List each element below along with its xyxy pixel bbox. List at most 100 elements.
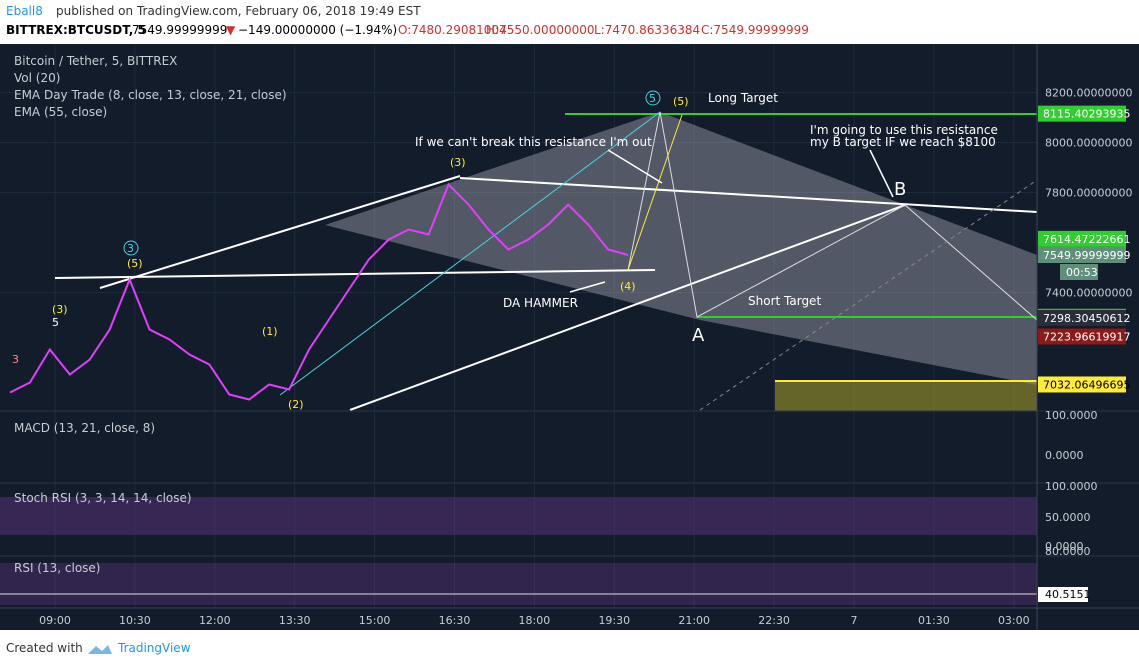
annotation: Long Target [708, 91, 778, 105]
price-label: 7223.96619917 [1043, 331, 1130, 344]
pane-tick: 100.0000 [1045, 480, 1098, 493]
stoch-band [0, 497, 1037, 535]
symbol: BITTREX:BTCUSDT, 5 [6, 23, 146, 37]
published: published on TradingView.com, February 0… [56, 4, 421, 18]
pane-title: Stoch RSI (3, 3, 14, 14, close) [14, 491, 192, 505]
x-tick-label: 19:30 [598, 614, 630, 627]
wave: (5) [127, 257, 143, 270]
rsi-band [0, 563, 1037, 605]
pane-tick: 100.0000 [1045, 409, 1098, 422]
pane-title: RSI (13, close) [14, 561, 100, 575]
x-tick-label: 03:00 [998, 614, 1030, 627]
legend-item: EMA Day Trade (8, close, 13, close, 21, … [14, 88, 287, 102]
footer-brand[interactable]: TradingView [117, 641, 191, 655]
price-label-bg [1038, 309, 1126, 326]
footer-text: Created with [6, 641, 83, 655]
price-label: 7298.30450612 [1043, 312, 1130, 325]
wave: (4) [620, 280, 636, 293]
wave: 3 [127, 242, 134, 255]
open: O:7480.29081004 [398, 23, 507, 37]
annotation: Short Target [748, 294, 821, 308]
x-tick-label: 09:00 [39, 614, 71, 627]
pane-tick: 0.0000 [1045, 449, 1084, 462]
annotation: If we can't break this resistance I'm ou… [415, 135, 652, 149]
x-tick-label: 15:00 [359, 614, 391, 627]
pane-title: MACD (13, 21, close, 8) [14, 421, 155, 435]
x-tick-label: 21:00 [678, 614, 710, 627]
countdown: 00:53 [1066, 266, 1098, 279]
y-tick-label: 7400.00000000 [1045, 287, 1132, 300]
annotation: DA HAMMER [503, 296, 578, 310]
last: 7549.99999999 [132, 23, 227, 37]
legend: Bitcoin / Tether, 5, BITTREX Vol (20) EM… [14, 54, 287, 119]
x-tick-label: 22:30 [758, 614, 790, 627]
rising [349, 204, 906, 411]
arrow [569, 281, 606, 293]
arrow [607, 149, 663, 184]
annotation: my B target IF we reach $8100 [810, 135, 996, 149]
footer-bg [0, 630, 1139, 665]
trend-up [99, 175, 461, 289]
price-label: 7614.47222661 [1043, 233, 1130, 246]
price-label-bg [1038, 247, 1126, 263]
wave: 3 [12, 353, 19, 366]
high: H:7550.00000000 [486, 23, 595, 37]
x-tick-label: 12:00 [199, 614, 231, 627]
x-tick-label: 01:30 [918, 614, 950, 627]
arrow [869, 149, 894, 198]
x-tick-label: 10:30 [119, 614, 151, 627]
label-a: A [692, 325, 705, 346]
wave: 5 [52, 316, 59, 329]
y-tick-label: 8200.00000000 [1045, 87, 1132, 100]
wave-projection [627, 114, 683, 271]
x-tick-label: 16:30 [439, 614, 471, 627]
change: −149.00000000 (−1.94%) [238, 23, 397, 37]
pane-tick: 40.5151 [1045, 588, 1091, 601]
wave: (1) [262, 325, 278, 338]
pane-tick: 0.0000 [1045, 540, 1084, 553]
chart-bg [0, 44, 1139, 630]
x-tick-label: 7 [851, 614, 858, 627]
wave: (2) [288, 398, 304, 411]
resistance [459, 177, 1038, 213]
price-line [9, 182, 629, 401]
annotation: I'm going to use this resistance [810, 123, 998, 137]
close: C:7549.99999999 [701, 23, 809, 37]
wave-circle [645, 90, 661, 106]
path-projection [627, 111, 1038, 321]
logo [88, 645, 112, 654]
x-tick-label: 13:30 [279, 614, 311, 627]
price-label: 7032.06496695 [1043, 378, 1130, 391]
legend-item: Vol (20) [14, 71, 60, 85]
y-tick-label: 8000.00000000 [1045, 137, 1132, 150]
author[interactable]: Eball8 [6, 4, 43, 18]
x-tick-label: 18:00 [519, 614, 551, 627]
label-b: B [894, 179, 906, 200]
wave: (5) [673, 95, 689, 108]
countdown-bg [1060, 264, 1098, 280]
price-label-bg [1038, 328, 1126, 345]
price-label-bg [1038, 376, 1126, 393]
down-arrow: ▼ [226, 23, 236, 37]
y-tick-label: 7800.00000000 [1045, 187, 1132, 200]
price-label: 8115.40293935 [1043, 108, 1130, 121]
cyan-line [279, 111, 661, 396]
price-label-bg [1038, 105, 1126, 122]
wave: 5 [649, 92, 656, 105]
grid [0, 44, 1037, 608]
low: L:7470.86336384 [594, 23, 700, 37]
wave-circle [123, 240, 139, 256]
support [54, 269, 656, 279]
legend-item: Bitcoin / Tether, 5, BITTREX [14, 54, 177, 68]
rsi-box [1038, 587, 1088, 602]
pane-tick: 80.0000 [1045, 545, 1091, 558]
zone [775, 381, 1037, 411]
price-label: 7549.99999999 [1043, 249, 1130, 262]
wave: (3) [52, 303, 68, 316]
wave: (3) [450, 156, 466, 169]
header-bg [0, 0, 1139, 44]
pane-tick: 50.0000 [1045, 511, 1091, 524]
legend-item: EMA (55, close) [14, 105, 107, 119]
price-label-bg [1038, 230, 1126, 247]
